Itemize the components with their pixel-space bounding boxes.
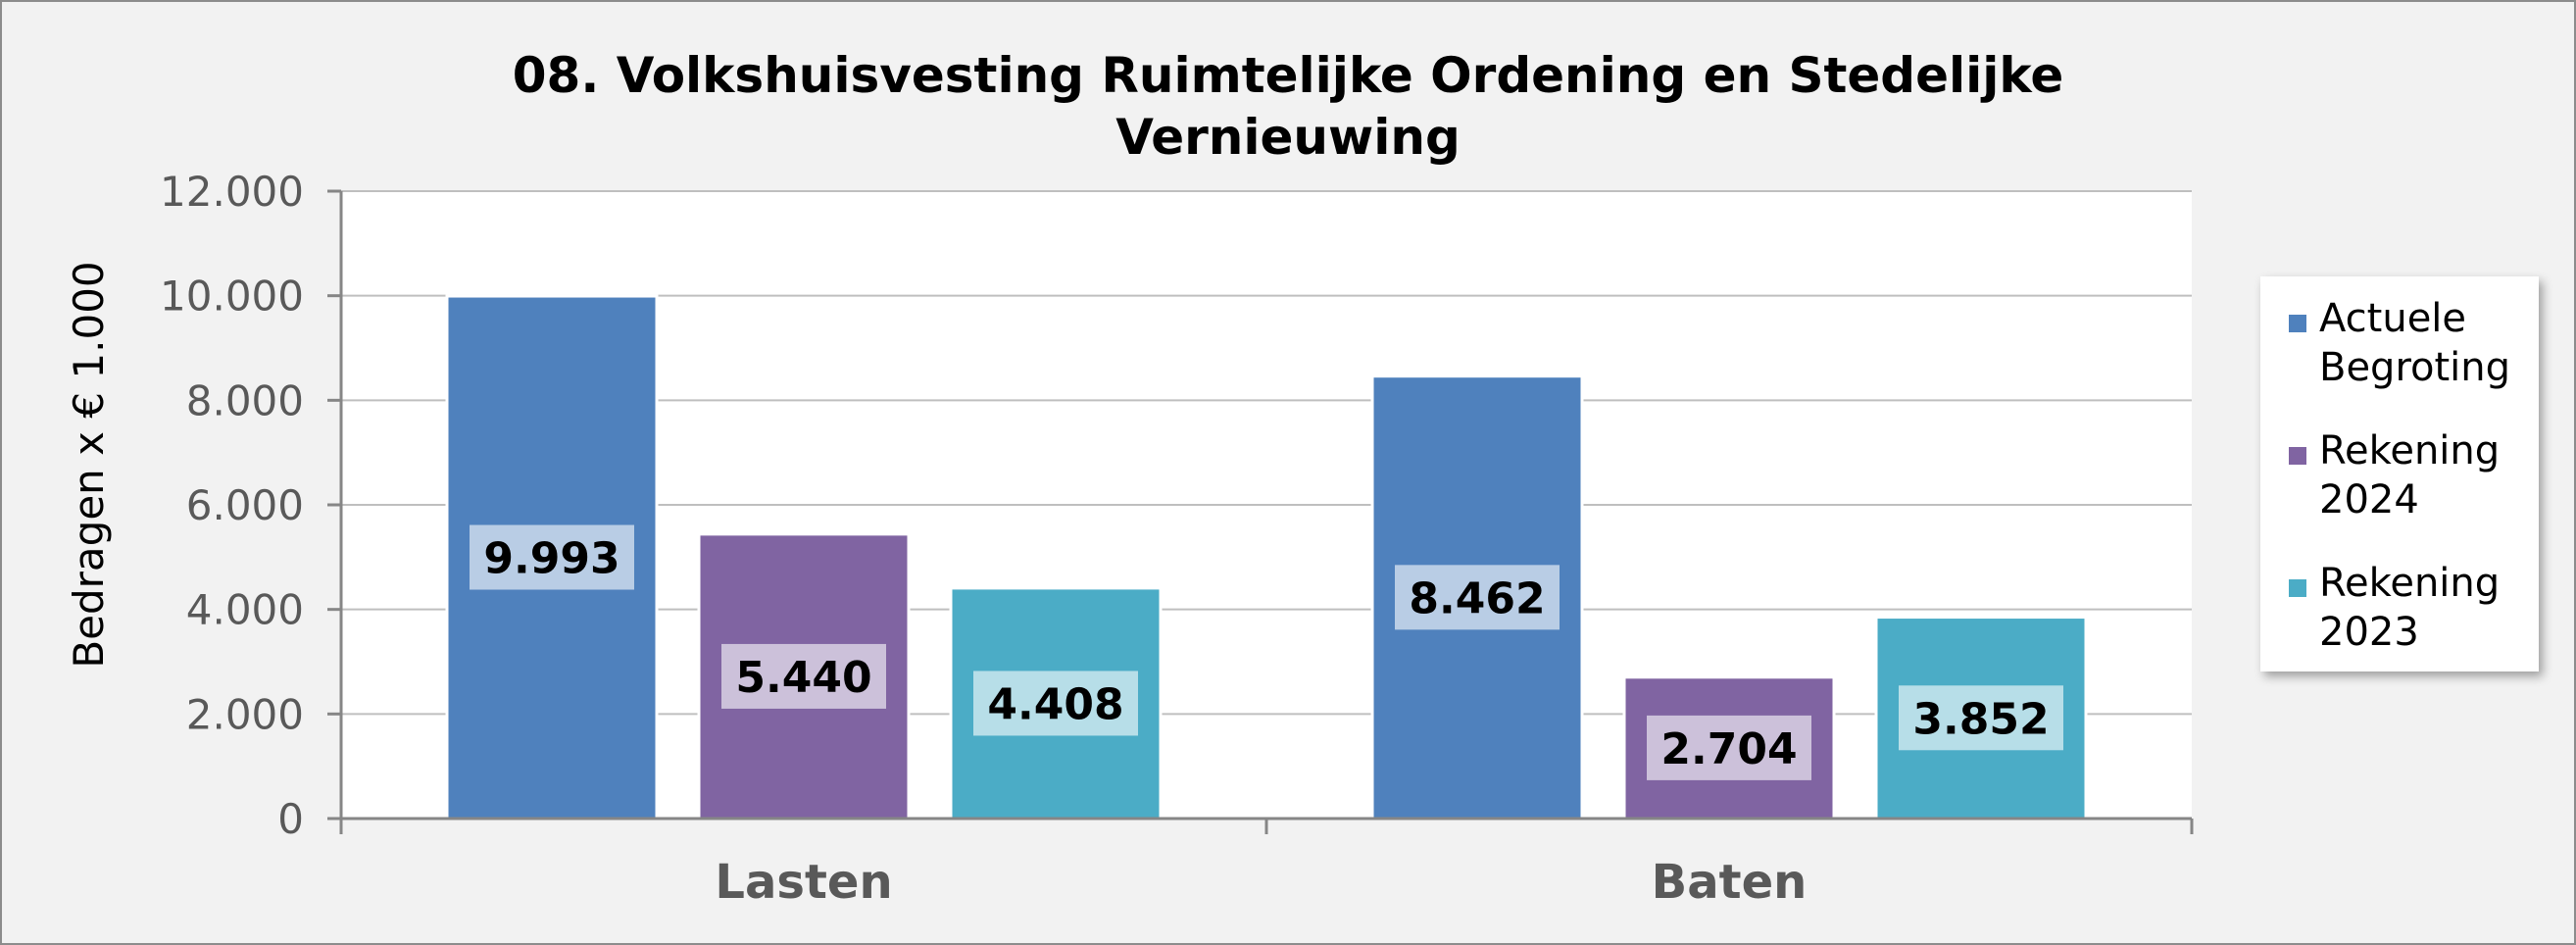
x-category-label: Baten (1652, 855, 1808, 910)
data-label-background (470, 524, 634, 590)
data-label: 5.440 (735, 653, 871, 703)
data-label: 4.408 (987, 679, 1123, 729)
data-label: 3.852 (1912, 694, 2049, 744)
y-tick-label: 2.000 (186, 690, 304, 738)
legend-swatch (2289, 447, 2306, 465)
data-label-background (973, 671, 1138, 736)
legend-swatch (2289, 315, 2306, 332)
data-label: 8.462 (1409, 573, 1545, 623)
data-label: 9.993 (483, 534, 619, 584)
chart-title-line-2: Vernieuwing (1115, 109, 1461, 166)
legend-label: Rekening (2319, 561, 2500, 606)
data-label: 2.704 (1660, 724, 1797, 774)
axes: 0 2.000 4.000 6.000 8.000 10.000 12.000 Lasten B… (160, 168, 2194, 910)
y-tick-label: 6.000 (186, 481, 304, 529)
data-label-background (1647, 715, 1811, 780)
chart-title-line-1: 08. Volkshuisvesting Ruimtelijke Ordenin… (513, 47, 2064, 104)
legend-box (2260, 276, 2539, 671)
legend-swatch (2289, 579, 2306, 597)
y-tick-label: 10.000 (160, 273, 304, 321)
x-category-label: Lasten (715, 855, 892, 910)
legend-label: 2023 (2319, 610, 2419, 655)
legend-label: 2024 (2319, 477, 2419, 522)
y-tick-label: 12.000 (160, 168, 304, 216)
data-label-background (1899, 685, 2063, 751)
legend-label: Rekening (2319, 428, 2500, 473)
y-axis-label: Bedragen x € 1.000 (65, 261, 113, 668)
data-label-background (1395, 565, 1560, 630)
y-tick-label: 8.000 (186, 376, 304, 424)
y-tick-label: 4.000 (186, 586, 304, 634)
bars: 9.993 8.462 5.440 2.704 4.408 3.852 (445, 294, 2088, 821)
y-tick-label: 0 (277, 795, 304, 843)
data-label-background (721, 643, 886, 709)
legend-label: Actuele (2319, 296, 2466, 341)
legend-label: Begroting (2319, 345, 2510, 390)
